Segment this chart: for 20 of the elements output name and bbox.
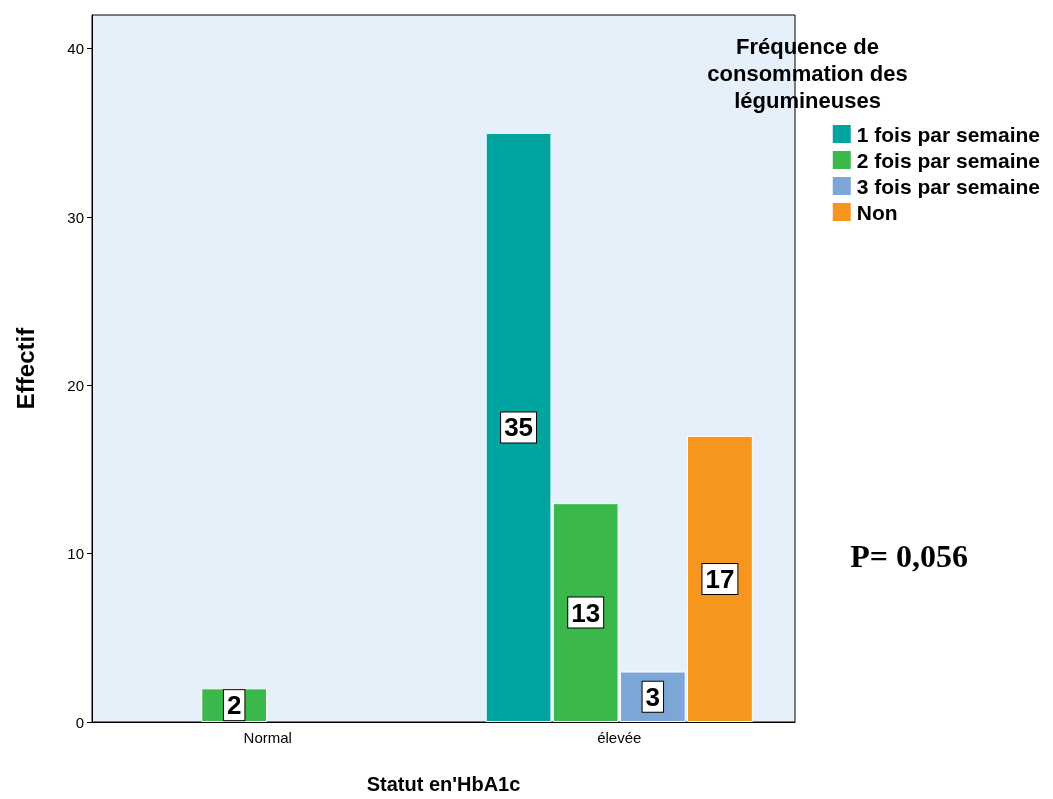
y-tick-label: 0 [75, 713, 84, 731]
legend-title: Fréquence de consommation des légumineuses [707, 34, 908, 113]
legend-label: 1 fois par semaine [856, 122, 1040, 146]
data-label: 3 [645, 681, 661, 712]
y-tick-label: 40 [67, 40, 84, 58]
x-axis-title: Statut en'HbA1c [366, 773, 521, 795]
x-tick-label: élevée [597, 729, 642, 746]
data-label: 17 [705, 563, 735, 594]
y-tick-label: 30 [67, 208, 84, 226]
data-label: 13 [571, 597, 601, 628]
x-tick-label: Normal [243, 729, 292, 746]
legend-label: Non [856, 200, 898, 224]
y-tick-label: 10 [67, 545, 84, 563]
legend-label: 2 fois par semaine [856, 148, 1040, 172]
legend-label: 3 fois par semaine [856, 174, 1040, 198]
data-label: 35 [504, 412, 534, 443]
y-tick-label: 20 [67, 376, 84, 394]
data-label: 2 [226, 690, 242, 721]
text: P= 0,056 [850, 538, 968, 574]
y-axis-title: Effectif [11, 326, 39, 410]
